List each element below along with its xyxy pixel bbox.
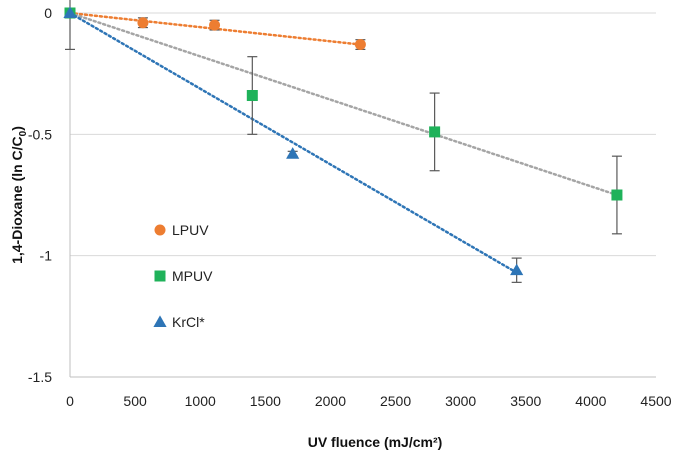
data-points: [63, 6, 623, 276]
tick-labels: 0 -0.5 -1 -1.5 0 500 1000 1500 2000 2500 3000 3500 4…: [28, 5, 672, 409]
data-point-krcl: [286, 147, 300, 159]
y-axis-title-subscript: 0: [18, 130, 29, 136]
x-axis-title: UV fluence (mJ/cm²): [308, 434, 443, 450]
data-point-lpuv: [209, 19, 221, 31]
axes: [69, 13, 656, 378]
y-axis-title-main: 1,4-Dioxane (ln C/C: [9, 136, 25, 264]
legend-marker-lpuv: [154, 224, 166, 236]
legend-label-krcl: KrCl*: [172, 314, 205, 330]
y-axis-title-close: ): [9, 126, 25, 131]
y-tick-label: -0.5: [28, 126, 52, 142]
y-tick-label: -1: [40, 248, 53, 264]
legend-label-lpuv: LPUV: [172, 222, 209, 238]
x-tick-label: 2500: [380, 393, 411, 409]
data-point-mpuv: [611, 189, 623, 201]
x-tick-label: 2000: [315, 393, 346, 409]
data-point-mpuv: [246, 90, 258, 102]
y-axis-title: 1,4-Dioxane (ln C/C0): [9, 126, 29, 264]
y-tick-label: -1.5: [28, 369, 52, 385]
x-tick-label: 0: [66, 393, 74, 409]
legend: LPUV MPUV KrCl*: [153, 222, 213, 330]
data-point-krcl: [510, 263, 524, 276]
x-tick-label: 3500: [510, 393, 541, 409]
data-point-lpuv: [137, 17, 149, 29]
legend-marker-mpuv: [154, 270, 166, 282]
data-point-krcl: [63, 6, 77, 18]
x-tick-label: 500: [123, 393, 147, 409]
x-tick-label: 3000: [445, 393, 476, 409]
y-tick-label: 0: [44, 5, 52, 21]
data-point-lpuv: [354, 39, 366, 51]
data-point-mpuv: [429, 126, 441, 138]
x-tick-label: 1000: [185, 393, 216, 409]
x-tick-label: 1500: [250, 393, 281, 409]
trendline-krcl: [68, 11, 518, 274]
x-tick-label: 4000: [575, 393, 606, 409]
x-tick-label: 4500: [640, 393, 671, 409]
trendline-mpuv: [68, 11, 619, 197]
legend-label-mpuv: MPUV: [172, 268, 213, 284]
legend-marker-krcl: [153, 315, 167, 327]
